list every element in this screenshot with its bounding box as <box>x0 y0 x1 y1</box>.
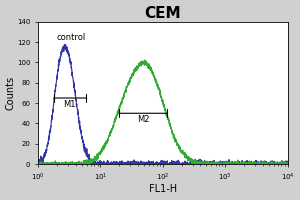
Title: CEM: CEM <box>145 6 181 21</box>
Y-axis label: Counts: Counts <box>6 76 16 110</box>
Text: M1: M1 <box>64 100 76 109</box>
X-axis label: FL1-H: FL1-H <box>149 184 177 194</box>
Text: M2: M2 <box>137 115 149 124</box>
Text: control: control <box>57 33 86 42</box>
